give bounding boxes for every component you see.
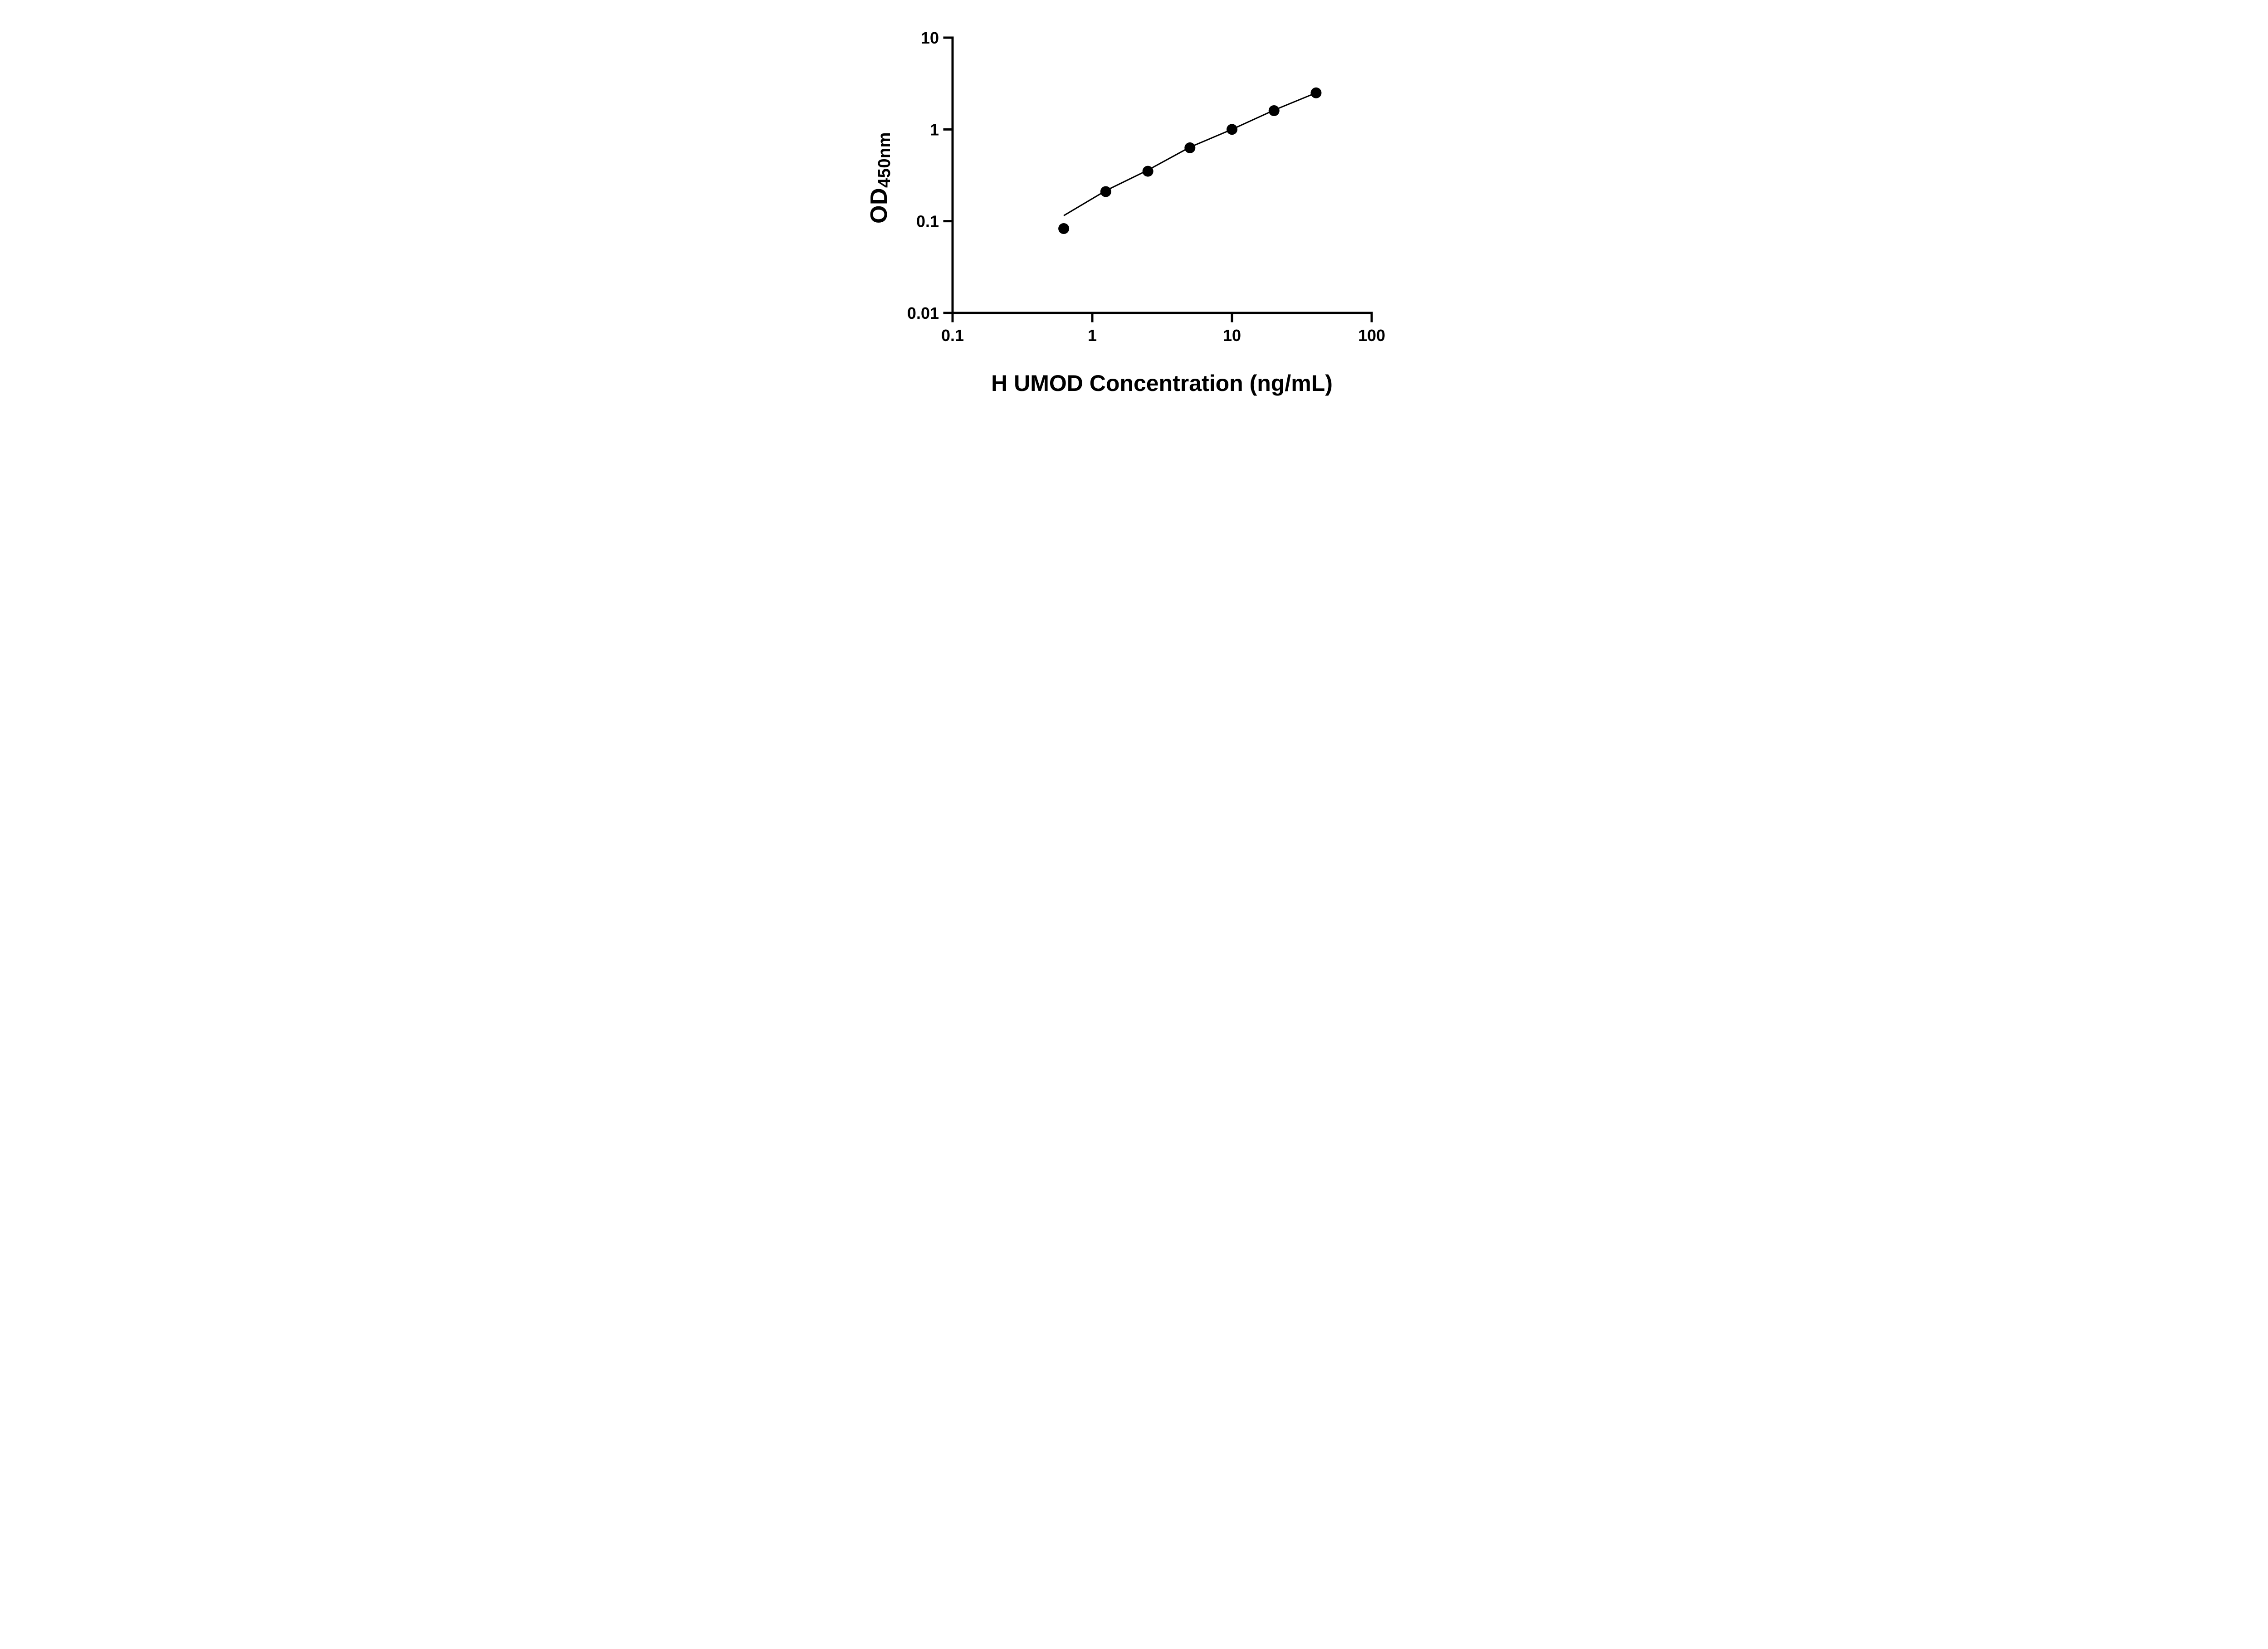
data-point: [1268, 105, 1280, 116]
y-tick-label: 1: [929, 120, 938, 139]
data-point: [1184, 142, 1195, 153]
x-tick-label: 10: [1222, 326, 1241, 345]
data-point: [1310, 87, 1321, 98]
x-tick-label: 100: [1358, 326, 1385, 345]
data-point: [1100, 186, 1111, 197]
x-axis-title: H UMOD Concentration (ng/mL): [991, 371, 1333, 396]
x-tick-label: 1: [1087, 326, 1096, 345]
y-axis-title-main: OD: [865, 187, 892, 224]
y-tick-label: 0.01: [907, 304, 938, 322]
data-point: [1226, 124, 1237, 135]
y-axis-title: OD450nm: [865, 132, 894, 224]
data-point: [1058, 223, 1069, 234]
data-point: [1142, 166, 1154, 177]
y-axis-title-sub: 450nm: [875, 132, 894, 188]
y-tick-label: 0.1: [916, 212, 938, 231]
x-tick-label: 0.1: [941, 326, 963, 345]
y-tick-label: 10: [920, 29, 938, 47]
chart-container: 0.1 1 10 100 0.01 0.1 1 10 OD450nm H UMOD Conce…: [841, 0, 1427, 412]
